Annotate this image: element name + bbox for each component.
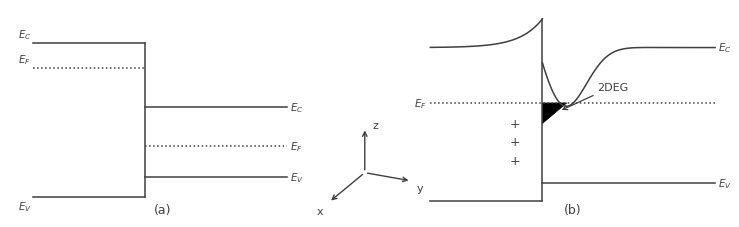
Text: $E_V$: $E_V$ (718, 176, 732, 190)
Text: $E_F$: $E_F$ (18, 53, 30, 67)
Text: y: y (417, 183, 423, 193)
Text: $E_V$: $E_V$ (18, 200, 32, 213)
Text: $E_C$: $E_C$ (18, 28, 31, 42)
Polygon shape (542, 104, 567, 124)
Text: z: z (372, 121, 378, 131)
Text: 2DEG: 2DEG (563, 82, 628, 110)
Text: $E_F$: $E_F$ (415, 97, 427, 110)
Text: $E_C$: $E_C$ (290, 101, 303, 114)
Text: (a): (a) (154, 203, 171, 216)
Text: $E_C$: $E_C$ (718, 42, 732, 55)
Text: +: + (510, 136, 520, 149)
Text: $E_V$: $E_V$ (290, 170, 304, 184)
Text: x: x (317, 206, 324, 216)
Text: (b): (b) (564, 203, 582, 216)
Text: +: + (510, 154, 520, 167)
Text: +: + (510, 117, 520, 131)
Text: $E_F$: $E_F$ (290, 140, 302, 153)
